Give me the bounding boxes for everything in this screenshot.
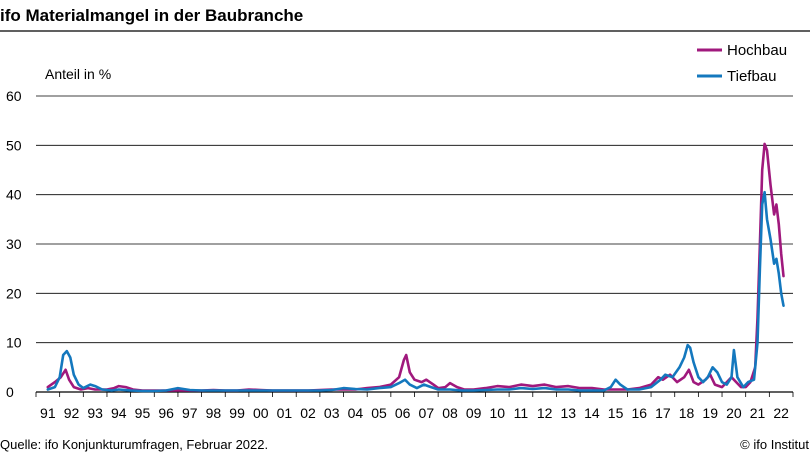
x-tick-label-16: 16 — [631, 405, 647, 421]
x-tick-label-93: 93 — [87, 405, 103, 421]
x-tick-label-15: 15 — [608, 405, 624, 421]
x-tick-label-97: 97 — [182, 405, 198, 421]
y-tick-label-60: 60 — [6, 88, 22, 104]
x-tick-label-02: 02 — [300, 405, 316, 421]
legend: Hochbau Tiefbau — [697, 42, 787, 85]
chart-title: ifo Materialmangel in der Baubranche — [0, 6, 303, 25]
x-tick-label-05: 05 — [371, 405, 387, 421]
y-tick-label-40: 40 — [6, 187, 22, 203]
x-tick-label-96: 96 — [158, 405, 174, 421]
legend-label-hochbau: Hochbau — [727, 42, 787, 59]
x-tick-label-07: 07 — [419, 405, 435, 421]
y-axis-label: Anteil in % — [45, 66, 111, 82]
x-tick-label-13: 13 — [560, 405, 576, 421]
x-tick-label-22: 22 — [773, 405, 789, 421]
series-lines — [46, 142, 785, 393]
x-tick-label-09: 09 — [466, 405, 482, 421]
y-tick-label-50: 50 — [6, 137, 22, 153]
x-tick-label-95: 95 — [135, 405, 151, 421]
x-tick-label-01: 01 — [277, 405, 293, 421]
x-tick-label-04: 04 — [348, 405, 364, 421]
x-tick-label-06: 06 — [395, 405, 411, 421]
x-tick-label-03: 03 — [324, 405, 340, 421]
x-tick-label-00: 00 — [253, 405, 269, 421]
y-tick-labels: 0 10 20 30 40 50 60 — [6, 88, 22, 400]
x-tick-label-14: 14 — [584, 405, 600, 421]
x-tick-label-21: 21 — [750, 405, 766, 421]
x-tick-label-99: 99 — [229, 405, 245, 421]
x-tick-label-18: 18 — [679, 405, 695, 421]
series-line-tiefbau — [46, 190, 785, 393]
legend-label-tiefbau: Tiefbau — [727, 68, 776, 85]
x-tick-label-17: 17 — [655, 405, 671, 421]
source-note: Quelle: ifo Konjunkturumfragen, Februar … — [0, 437, 268, 452]
y-tick-label-30: 30 — [6, 236, 22, 252]
y-tick-label-20: 20 — [6, 285, 22, 301]
x-tick-label-20: 20 — [726, 405, 742, 421]
x-tick-label-91: 91 — [40, 405, 56, 421]
x-tick-label-98: 98 — [206, 405, 222, 421]
copyright-note: © ifo Institut — [740, 437, 809, 452]
series-line-hochbau — [46, 142, 785, 392]
x-tick-label-92: 92 — [64, 405, 80, 421]
grid-lines — [36, 95, 793, 393]
x-tick-labels: 91 92 93 94 95 96 97 98 99 00 01 02 03 04 05 06 07 08 09 10… — [35, 392, 794, 421]
x-tick-label-19: 19 — [702, 405, 718, 421]
x-tick-label-94: 94 — [111, 405, 127, 421]
x-tick-label-08: 08 — [442, 405, 458, 421]
y-tick-label-10: 10 — [6, 335, 22, 351]
x-tick-label-12: 12 — [537, 405, 553, 421]
y-tick-label-0: 0 — [6, 384, 14, 400]
x-tick-label-11: 11 — [514, 405, 529, 421]
x-tick-label-10: 10 — [490, 405, 506, 421]
